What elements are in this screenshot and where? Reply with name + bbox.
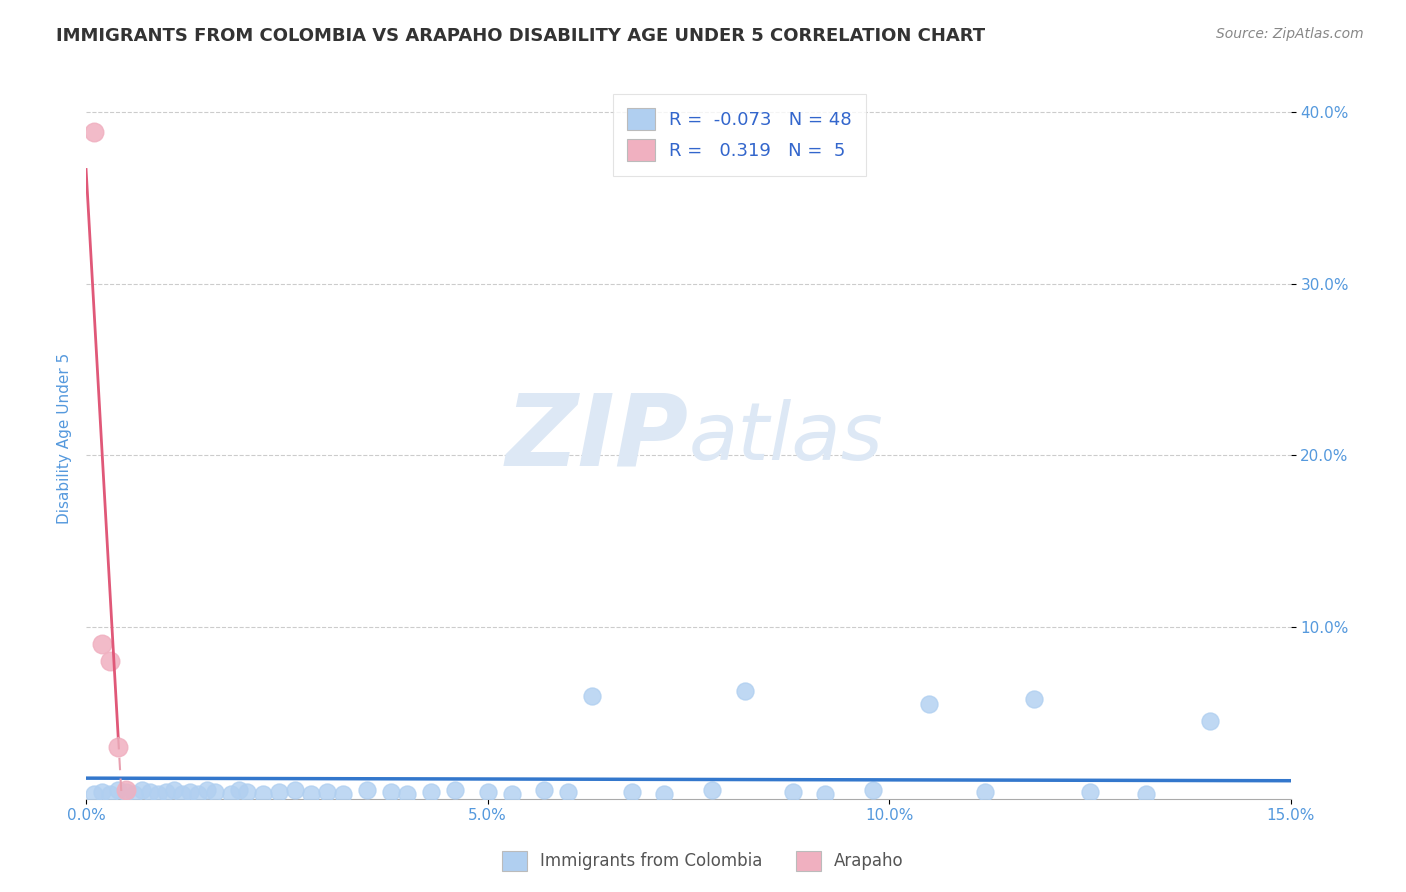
- Point: [533, 783, 555, 797]
- Point: [122, 787, 145, 801]
- Point: [918, 698, 941, 712]
- Point: [107, 783, 129, 797]
- Point: [621, 785, 644, 799]
- Point: [557, 785, 579, 799]
- Point: [581, 689, 603, 703]
- Point: [702, 783, 724, 797]
- Point: [734, 683, 756, 698]
- Point: [83, 125, 105, 139]
- Point: [179, 785, 201, 799]
- Point: [131, 783, 153, 797]
- Text: IMMIGRANTS FROM COLOMBIA VS ARAPAHO DISABILITY AGE UNDER 5 CORRELATION CHART: IMMIGRANTS FROM COLOMBIA VS ARAPAHO DISA…: [56, 27, 986, 45]
- Point: [444, 783, 467, 797]
- Point: [477, 785, 499, 799]
- Text: atlas: atlas: [689, 399, 883, 477]
- Y-axis label: Disability Age Under 5: Disability Age Under 5: [58, 352, 72, 524]
- Point: [155, 785, 177, 799]
- Point: [396, 787, 419, 801]
- Point: [284, 783, 307, 797]
- Point: [652, 787, 675, 801]
- Point: [1022, 692, 1045, 706]
- Point: [332, 787, 354, 801]
- Point: [974, 785, 997, 799]
- Point: [91, 637, 114, 651]
- Text: Source: ZipAtlas.com: Source: ZipAtlas.com: [1216, 27, 1364, 41]
- Text: ZIP: ZIP: [505, 390, 689, 487]
- Point: [1135, 787, 1157, 801]
- Point: [782, 785, 804, 799]
- Point: [91, 785, 114, 799]
- Point: [98, 654, 121, 668]
- Point: [83, 787, 105, 801]
- Point: [252, 787, 274, 801]
- Point: [862, 783, 884, 797]
- Point: [204, 785, 226, 799]
- Legend: R =  -0.073   N = 48, R =   0.319   N =  5: R = -0.073 N = 48, R = 0.319 N = 5: [613, 94, 866, 176]
- Point: [814, 787, 837, 801]
- Point: [267, 785, 290, 799]
- Point: [172, 787, 194, 801]
- Point: [1078, 785, 1101, 799]
- Point: [228, 783, 250, 797]
- Point: [299, 787, 322, 801]
- Point: [98, 787, 121, 801]
- Point: [420, 785, 443, 799]
- Point: [107, 740, 129, 755]
- Point: [316, 785, 339, 799]
- Point: [1199, 714, 1222, 729]
- Point: [380, 785, 402, 799]
- Point: [148, 787, 170, 801]
- Legend: Immigrants from Colombia, Arapaho: Immigrants from Colombia, Arapaho: [494, 842, 912, 880]
- Point: [195, 783, 218, 797]
- Point: [187, 787, 209, 801]
- Point: [501, 787, 523, 801]
- Point: [356, 783, 378, 797]
- Point: [163, 783, 186, 797]
- Point: [139, 785, 162, 799]
- Point: [115, 783, 138, 797]
- Point: [219, 787, 242, 801]
- Point: [115, 785, 138, 799]
- Point: [235, 785, 257, 799]
